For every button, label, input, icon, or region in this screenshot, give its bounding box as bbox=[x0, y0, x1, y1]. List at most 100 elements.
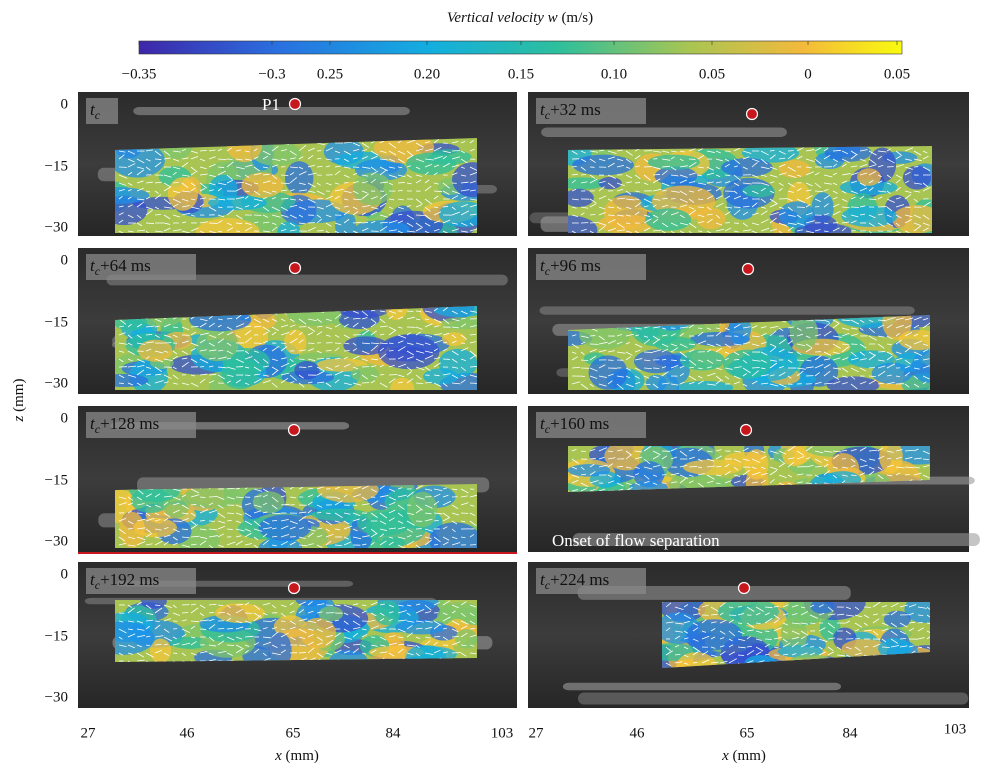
vector-arrow bbox=[316, 628, 323, 633]
vector-arrow bbox=[670, 359, 677, 361]
vector-arrow bbox=[145, 382, 151, 387]
vector-arrow bbox=[877, 190, 887, 193]
vector-arrow bbox=[670, 472, 680, 476]
vector-arrow bbox=[397, 526, 406, 530]
vector-arrow bbox=[451, 366, 459, 369]
vector-arrow bbox=[343, 525, 353, 530]
vector-arrow bbox=[316, 331, 323, 336]
vector-arrow bbox=[433, 623, 441, 630]
vector-arrow bbox=[145, 190, 151, 193]
vector-arrow bbox=[343, 323, 349, 328]
vector-arrow bbox=[710, 661, 719, 664]
field-blob bbox=[572, 154, 634, 176]
vector-arrow bbox=[334, 604, 341, 607]
panel-label: tc+64 ms bbox=[90, 256, 151, 278]
vector-arrow bbox=[181, 340, 189, 344]
vector-arrow bbox=[298, 628, 307, 634]
vector-arrow bbox=[316, 165, 323, 168]
vector-arrow bbox=[589, 222, 599, 224]
vector-arrow bbox=[397, 166, 403, 169]
vector-arrow bbox=[118, 318, 127, 325]
vector-arrow bbox=[886, 457, 892, 460]
vector-arrow bbox=[913, 222, 921, 226]
vector-arrow bbox=[469, 213, 477, 216]
vector-arrow bbox=[760, 227, 770, 232]
vector-arrow bbox=[262, 221, 270, 224]
vector-arrow bbox=[127, 214, 134, 219]
vector-arrow bbox=[397, 346, 406, 352]
vector-arrow bbox=[208, 374, 217, 376]
vector-arrow bbox=[280, 503, 290, 506]
vector-arrow bbox=[289, 329, 296, 336]
vector-arrow bbox=[244, 196, 249, 200]
label-box bbox=[536, 254, 646, 280]
vector-arrow bbox=[814, 381, 822, 385]
field-blob bbox=[882, 315, 912, 340]
vector-arrow bbox=[136, 180, 144, 184]
vector-arrow bbox=[352, 536, 362, 540]
vector-arrow bbox=[460, 150, 465, 154]
vector-arrow bbox=[235, 358, 244, 363]
vector-arrow bbox=[877, 164, 884, 168]
vector-arrow bbox=[926, 634, 930, 640]
vector-arrow bbox=[679, 222, 689, 226]
vector-arrow bbox=[886, 317, 896, 321]
vector-arrow bbox=[397, 504, 405, 510]
vector-arrow bbox=[361, 350, 370, 355]
vector-arrow bbox=[706, 450, 713, 453]
vector-arrow bbox=[208, 611, 215, 614]
vector-arrow bbox=[127, 150, 136, 155]
vector-arrow bbox=[841, 367, 849, 373]
vector-arrow bbox=[343, 636, 352, 640]
vector-arrow bbox=[442, 600, 451, 606]
label-t: t bbox=[540, 570, 546, 589]
vector-arrow bbox=[769, 212, 779, 216]
vector-arrow bbox=[715, 474, 722, 477]
vector-arrow bbox=[118, 358, 124, 363]
vector-arrow bbox=[397, 355, 404, 360]
field-blob bbox=[721, 158, 773, 177]
vector-arrow bbox=[616, 229, 626, 232]
vector-arrow bbox=[845, 654, 851, 658]
vector-arrow bbox=[859, 351, 865, 356]
vector-arrow bbox=[688, 222, 697, 229]
vector-arrow bbox=[733, 480, 741, 484]
vector-arrow bbox=[769, 359, 777, 362]
vector-arrow bbox=[760, 182, 770, 186]
vector-arrow bbox=[235, 496, 244, 499]
vector-arrow bbox=[787, 457, 795, 460]
vector-arrow bbox=[190, 342, 199, 347]
vector-arrow bbox=[334, 230, 340, 233]
vector-arrow bbox=[769, 181, 775, 184]
panel-label: tc+192 ms bbox=[90, 570, 159, 592]
field-blob bbox=[222, 348, 270, 375]
vector-arrow bbox=[809, 652, 816, 656]
vector-arrow bbox=[289, 374, 297, 381]
vector-arrow bbox=[280, 206, 288, 212]
vector-arrow bbox=[172, 326, 178, 329]
vector-arrow bbox=[760, 198, 766, 203]
y-axis-label: z (mm) bbox=[11, 379, 27, 423]
vector-arrow bbox=[361, 358, 368, 362]
vector-arrow bbox=[316, 642, 323, 646]
vector-arrow bbox=[406, 356, 414, 360]
vector-arrow bbox=[805, 359, 812, 362]
vector-arrow bbox=[388, 174, 398, 178]
vector-arrow bbox=[706, 366, 712, 369]
panel: tcP10.1 m/s bbox=[78, 92, 957, 236]
vector-arrow bbox=[850, 319, 860, 325]
field-blob bbox=[686, 619, 742, 650]
vector-arrow bbox=[850, 172, 859, 176]
vector-arrow bbox=[877, 213, 883, 216]
vector-arrow bbox=[199, 182, 208, 189]
vector-arrow bbox=[253, 318, 262, 324]
vector-arrow bbox=[652, 173, 661, 176]
vector-arrow bbox=[769, 466, 778, 470]
vector-arrow bbox=[145, 660, 151, 662]
vector-arrow bbox=[361, 526, 367, 530]
vector-arrow bbox=[307, 332, 314, 336]
vector-arrow bbox=[118, 230, 126, 233]
vector-arrow bbox=[424, 512, 432, 515]
vector-arrow bbox=[172, 158, 180, 162]
vector-arrow bbox=[343, 166, 351, 169]
